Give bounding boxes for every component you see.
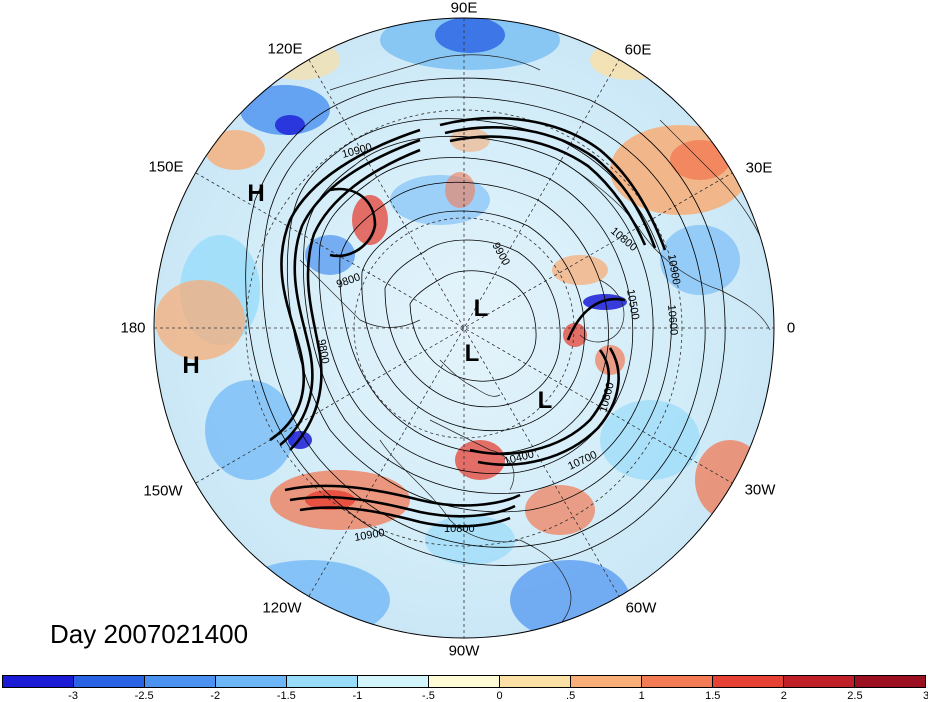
longitude-label-30w: 30W	[744, 481, 776, 499]
contour-label: 9800	[315, 338, 331, 364]
contour-label: 10600	[665, 304, 680, 336]
high-pressure-marker: H	[247, 180, 265, 207]
low-pressure-marker: L	[473, 295, 489, 322]
longitude-label-120e: 120E	[267, 40, 303, 58]
longitude-label-30e: 30E	[745, 159, 773, 177]
colorbar-tick-label: -3	[68, 690, 78, 702]
height-contours	[245, 77, 726, 566]
contour-label: 10900	[665, 253, 682, 285]
longitude-label-60e: 60E	[624, 41, 652, 59]
contour-label: 10500	[624, 288, 641, 320]
graticule	[154, 18, 774, 638]
low-pressure-marker: L	[537, 387, 553, 414]
colorbar	[2, 675, 926, 688]
longitude-label-90w: 90W	[448, 642, 480, 660]
colorbar-tick-label: -1	[352, 690, 363, 702]
colorbar-swatch	[358, 676, 429, 687]
longitude-label-120w: 120W	[262, 599, 302, 617]
longitude-label-90e: 90E	[450, 0, 478, 17]
high-pressure-marker: H	[182, 352, 200, 379]
longitude-label-0: 0	[786, 319, 796, 337]
longitude-label-180: 180	[120, 319, 146, 337]
colorbar-swatch	[145, 676, 216, 687]
low-pressure-marker: L	[464, 340, 480, 367]
colorbar-tick-label: 2.5	[847, 690, 863, 702]
colorbar-swatch	[713, 676, 784, 687]
colorbar-tick-label: 3	[922, 690, 928, 702]
colorbar-tick-label: 2	[780, 690, 787, 702]
colorbar-swatch	[571, 676, 642, 687]
colorbar-swatch	[287, 676, 358, 687]
colorbar-swatch	[216, 676, 287, 687]
longitude-label-150e: 150E	[148, 158, 184, 176]
colorbar-swatch	[429, 676, 500, 687]
longitude-label-150w: 150W	[143, 482, 183, 500]
coastlines	[299, 54, 771, 638]
colorbar-tick-label: -.5	[422, 690, 435, 702]
colorbar-swatch	[784, 676, 855, 687]
colorbar-swatch	[3, 676, 74, 687]
colorbar-tick-label: -2	[210, 690, 221, 702]
colorbar-swatch	[500, 676, 571, 687]
contour-label: 10800	[444, 523, 475, 535]
longitude-label-60w: 60W	[625, 599, 657, 617]
contour-label: 10900	[353, 527, 385, 544]
colorbar-swatch	[855, 676, 925, 687]
colorbar-swatch	[74, 676, 145, 687]
colorbar-tick-label: 1.5	[705, 690, 721, 702]
colorbar-tick-label: -2.5	[134, 690, 154, 702]
colorbar-tick-label: 1	[638, 690, 645, 702]
colorbar-tick-label: .5	[566, 690, 576, 702]
jet-isotachs	[269, 116, 667, 528]
colorbar-swatch	[642, 676, 713, 687]
map-boundary	[153, 17, 775, 639]
colorbar-tick-label: -1.5	[276, 690, 296, 702]
colorbar-tick-label: 0	[496, 690, 503, 702]
day-title: Day 2007021400	[50, 619, 249, 649]
